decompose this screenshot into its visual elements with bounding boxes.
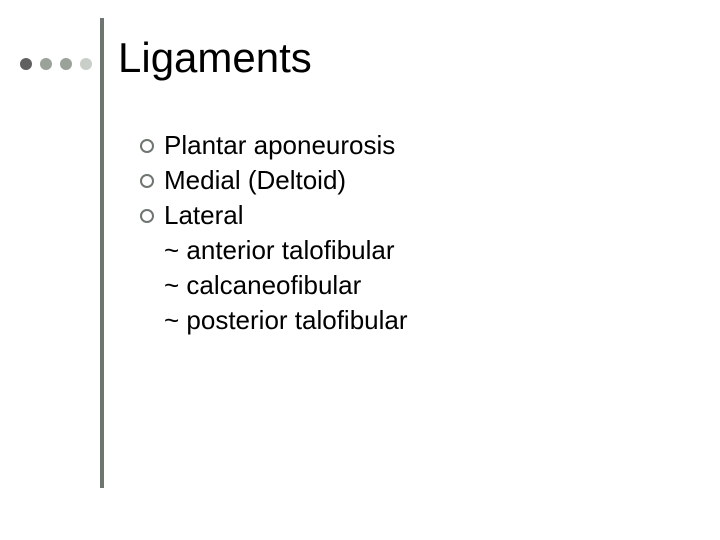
decor-dot-2	[40, 58, 52, 70]
list-item: Lateral	[140, 198, 408, 233]
sub-list-item: ~ posterior talofibular	[140, 303, 408, 338]
list-item-label: Medial (Deltoid)	[164, 163, 346, 198]
decor-dot-4	[80, 58, 92, 70]
list-item: Medial (Deltoid)	[140, 163, 408, 198]
bullet-icon	[140, 209, 154, 223]
list-item-label: Plantar aponeurosis	[164, 128, 395, 163]
vertical-divider	[100, 18, 104, 488]
slide-content: Plantar aponeurosis Medial (Deltoid) Lat…	[140, 128, 408, 339]
bullet-icon	[140, 139, 154, 153]
sub-list-item: ~ calcaneofibular	[140, 268, 408, 303]
list-item: Plantar aponeurosis	[140, 128, 408, 163]
sub-list-item: ~ anterior talofibular	[140, 233, 408, 268]
decor-dot-3	[60, 58, 72, 70]
decor-dot-1	[20, 58, 32, 70]
decor-dots	[20, 58, 92, 70]
slide: Ligaments Plantar aponeurosis Medial (De…	[0, 0, 720, 540]
slide-title: Ligaments	[118, 34, 312, 82]
list-item-label: Lateral	[164, 198, 244, 233]
bullet-icon	[140, 174, 154, 188]
